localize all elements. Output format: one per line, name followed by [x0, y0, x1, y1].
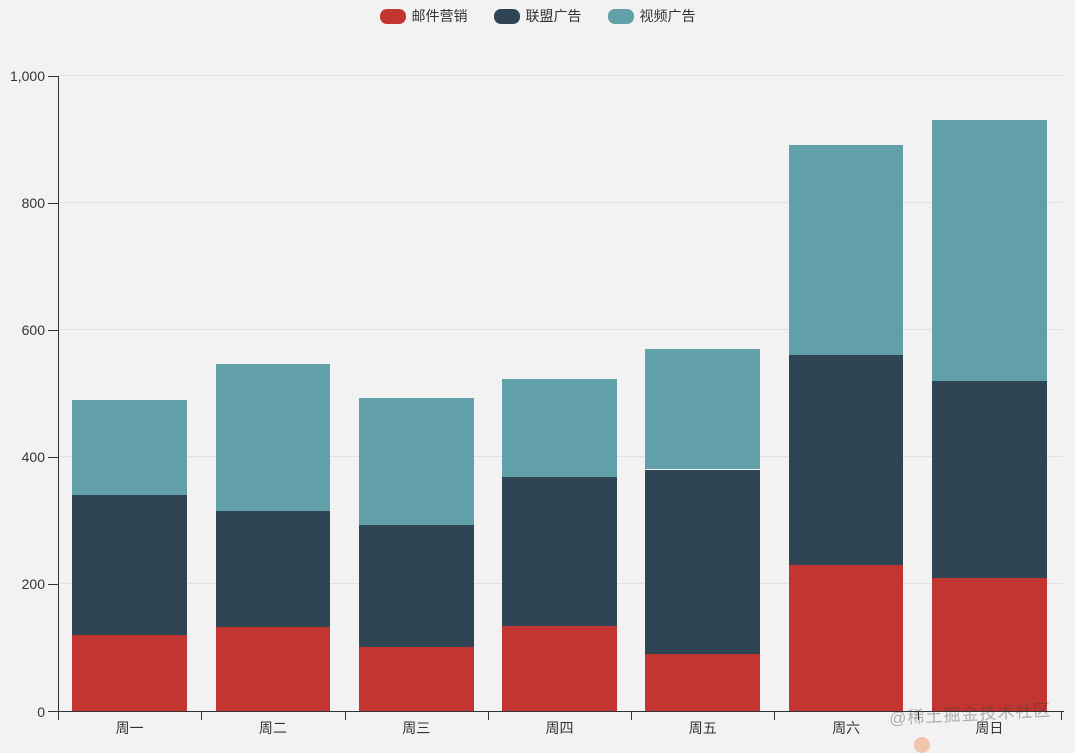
x-axis-tick — [917, 712, 919, 720]
bar-segment-视频广告-周日[interactable] — [932, 119, 1047, 381]
bar-segment-视频广告-周三[interactable] — [358, 397, 474, 526]
gridline — [58, 202, 1063, 204]
y-axis-tick — [48, 75, 58, 77]
legend-marker-icon — [493, 9, 520, 24]
x-axis-tick — [344, 712, 346, 720]
y-axis-label: 400 — [21, 449, 45, 466]
legend: 邮件营销 联盟广告 视频广告 — [0, 9, 1075, 24]
bar-segment-视频广告-周六[interactable] — [788, 145, 904, 356]
y-axis-label: 600 — [21, 322, 45, 339]
y-axis-label: 0 — [37, 703, 45, 720]
legend-item-affiliate-ads[interactable]: 联盟广告 — [493, 8, 582, 24]
bar-segment-邮件营销-周五[interactable] — [645, 653, 761, 711]
x-axis-tick — [487, 712, 489, 720]
gridline — [58, 329, 1063, 331]
x-axis-tick — [631, 712, 633, 720]
x-axis-tick — [201, 712, 203, 720]
x-axis-tick — [1061, 712, 1062, 720]
legend-label: 视频广告 — [639, 8, 696, 24]
bar-segment-视频广告-周五[interactable] — [645, 348, 761, 470]
legend-label: 联盟广告 — [525, 8, 582, 24]
x-axis-label: 周六 — [832, 720, 861, 736]
bar-segment-联盟广告-周日[interactable] — [932, 380, 1047, 578]
y-axis-tick — [48, 329, 58, 331]
x-axis-label: 周四 — [545, 720, 574, 736]
legend-label: 邮件营销 — [411, 8, 468, 24]
x-axis-line — [58, 711, 1064, 712]
bar-segment-联盟广告-周三[interactable] — [358, 525, 474, 647]
bar-segment-邮件营销-周一[interactable] — [72, 634, 187, 711]
y-axis-line — [58, 75, 59, 712]
x-axis-tick — [774, 712, 776, 720]
bar-segment-联盟广告-周二[interactable] — [215, 511, 331, 628]
y-axis-label: 800 — [21, 195, 45, 212]
bar-segment-联盟广告-周六[interactable] — [788, 355, 904, 565]
legend-marker-icon — [379, 9, 406, 24]
y-axis-label: 200 — [21, 576, 45, 593]
bar-segment-邮件营销-周六[interactable] — [788, 564, 904, 711]
legend-item-video-ads[interactable]: 视频广告 — [607, 8, 696, 24]
y-axis-tick — [48, 583, 58, 585]
y-axis-tick — [48, 711, 58, 712]
x-axis-tick — [58, 712, 59, 720]
bar-segment-视频广告-周一[interactable] — [72, 399, 187, 495]
legend-item-email-marketing[interactable]: 邮件营销 — [379, 8, 468, 24]
bar-segment-邮件营销-周日[interactable] — [932, 577, 1047, 711]
x-axis-label: 周日 — [975, 720, 1004, 736]
bar-segment-邮件营销-周四[interactable] — [502, 625, 617, 711]
watermark-logo-dot — [914, 737, 930, 753]
x-axis-label: 周五 — [688, 720, 717, 736]
bar-segment-邮件营销-周三[interactable] — [358, 646, 474, 711]
legend-marker-icon — [607, 9, 634, 24]
bar-segment-联盟广告-周四[interactable] — [502, 477, 617, 626]
x-axis-label: 周二 — [258, 720, 287, 736]
bar-segment-联盟广告-周一[interactable] — [72, 494, 187, 635]
y-axis-tick — [48, 202, 58, 204]
bar-segment-邮件营销-周二[interactable] — [215, 627, 331, 711]
bar-segment-联盟广告-周五[interactable] — [645, 469, 761, 654]
y-axis-tick — [48, 456, 58, 458]
bar-segment-视频广告-周二[interactable] — [215, 364, 331, 512]
x-axis-label: 周三 — [402, 720, 431, 736]
gridline — [58, 75, 1063, 76]
bar-segment-视频广告-周四[interactable] — [502, 379, 617, 478]
x-axis-label: 周一 — [115, 720, 144, 736]
y-axis-label: 1,000 — [9, 68, 45, 84]
